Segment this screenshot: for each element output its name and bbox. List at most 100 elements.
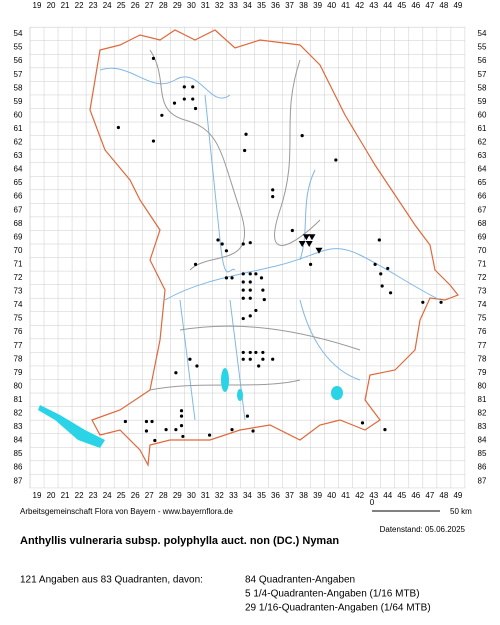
record-dot (388, 291, 393, 295)
record-dot (191, 85, 195, 89)
y-label: 85 (14, 449, 23, 458)
record-dot (248, 241, 252, 245)
x-label: 44 (383, 1, 392, 10)
y-label: 61 (478, 124, 487, 133)
record-dot (160, 113, 164, 117)
y-label: 68 (14, 219, 23, 228)
x-label: 37 (285, 1, 294, 10)
x-label: 23 (89, 1, 98, 10)
record-dot (254, 272, 258, 276)
x-label: 25 (117, 1, 126, 10)
y-label: 85 (478, 449, 487, 458)
x-label: 30 (187, 491, 196, 500)
x-label: 32 (215, 491, 224, 500)
y-label: 60 (478, 110, 487, 119)
y-label: 65 (14, 178, 23, 187)
x-label: 31 (201, 1, 210, 10)
title: Anthyllis vulneraria subsp. polyphylla a… (20, 535, 339, 547)
record-dot (251, 429, 255, 433)
record-dot (241, 350, 245, 355)
y-label: 59 (14, 97, 23, 106)
x-label: 48 (439, 1, 448, 10)
y-label: 54 (478, 29, 487, 38)
rivers (99, 67, 441, 421)
y-label: 87 (14, 476, 23, 485)
record-dot (116, 125, 120, 130)
record-dot (182, 97, 186, 101)
x-label: 39 (313, 1, 322, 10)
y-label: 81 (14, 395, 23, 404)
x-label: 36 (271, 1, 280, 10)
y-label: 58 (478, 83, 487, 92)
x-label: 29 (173, 491, 182, 500)
districts (149, 49, 361, 391)
y-label: 69 (478, 232, 487, 241)
y-label: 63 (478, 151, 487, 160)
y-label: 75 (478, 314, 487, 323)
x-label: 25 (117, 491, 126, 500)
x-label: 32 (215, 1, 224, 10)
record-dot (421, 300, 425, 304)
record-dot (386, 266, 390, 271)
record-dot (248, 288, 252, 292)
record-triangle (305, 241, 313, 248)
y-label: 76 (478, 327, 487, 336)
record-dot (254, 350, 258, 355)
y-label: 69 (14, 232, 23, 241)
y-label: 59 (478, 97, 487, 106)
record-dot (153, 438, 157, 443)
y-label: 58 (14, 83, 23, 92)
record-dot (220, 242, 224, 246)
y-label: 61 (14, 124, 23, 133)
record-dot (230, 276, 234, 280)
x-label: 33 (229, 491, 238, 500)
x-label: 27 (145, 1, 154, 10)
grid-frame (29, 26, 466, 489)
y-label: 68 (478, 219, 487, 228)
x-label: 48 (439, 491, 448, 500)
x-label: 35 (257, 491, 266, 500)
x-label: 20 (47, 1, 56, 10)
record-dot (380, 284, 384, 288)
x-label: 21 (61, 491, 70, 500)
record-dot (262, 297, 266, 302)
y-label: 71 (14, 259, 23, 268)
x-label: 46 (411, 1, 420, 10)
x-label: 45 (397, 1, 406, 10)
record-dot (257, 364, 261, 368)
record-triangle (315, 247, 323, 254)
y-label: 64 (14, 165, 23, 174)
y-label: 54 (14, 29, 23, 38)
y-label: 80 (478, 381, 487, 390)
x-label: 38 (299, 491, 308, 500)
record-dot (216, 238, 220, 242)
record-triangle (302, 234, 310, 241)
y-label: 62 (14, 138, 23, 147)
y-label: 73 (478, 287, 487, 296)
x-label: 42 (355, 491, 364, 500)
x-label: 19 (33, 1, 42, 10)
y-label: 55 (478, 43, 487, 52)
record-dot (181, 434, 185, 439)
x-label: 27 (145, 491, 154, 500)
record-dot (439, 300, 443, 304)
record-dot (164, 428, 168, 432)
x-label: 26 (131, 491, 140, 500)
record-dot (151, 56, 156, 60)
record-dot (195, 364, 199, 368)
y-label: 79 (14, 368, 23, 377)
x-label: 30 (187, 1, 196, 10)
y-label: 84 (14, 436, 23, 445)
x-label: 44 (383, 491, 392, 500)
record-dot (191, 97, 195, 101)
x-label: 46 (411, 491, 420, 500)
record-dot (241, 296, 245, 300)
lakes (38, 368, 343, 448)
x-label: 19 (33, 491, 42, 500)
x-label: 37 (285, 491, 294, 500)
record-triangle (298, 241, 306, 248)
credit: Arbeitsgemeinschaft Flora von Bayern - w… (20, 507, 234, 516)
record-dot (241, 357, 245, 361)
y-label: 70 (14, 246, 23, 255)
